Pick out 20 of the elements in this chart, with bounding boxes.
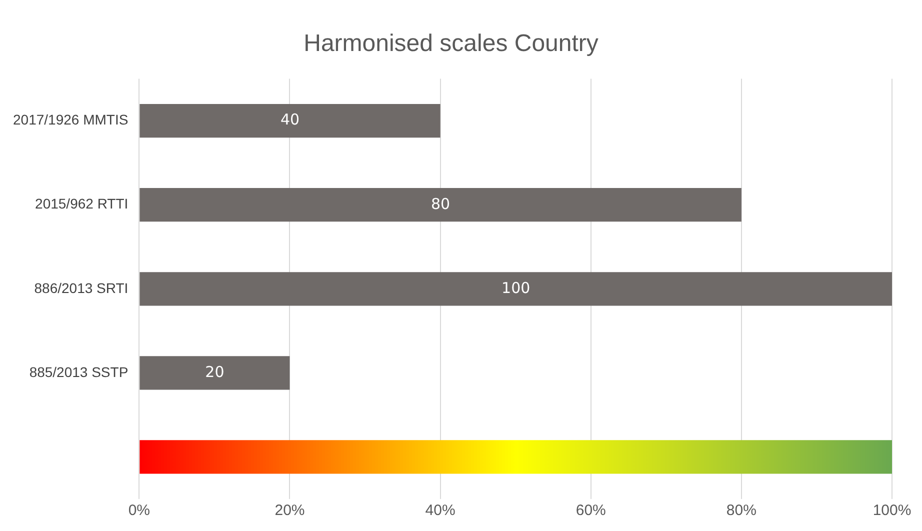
bar (140, 104, 440, 138)
x-tick-label: 100% (872, 502, 912, 520)
y-tick-label: 886/2013 SRTI (34, 280, 128, 296)
x-tick-label: 60% (576, 502, 606, 520)
x-tick-label: 40% (425, 502, 456, 520)
y-tick-label: 2015/962 RTTI (35, 196, 128, 212)
x-tick-label: 0% (128, 502, 150, 520)
bar (140, 440, 892, 474)
bar (140, 356, 290, 390)
x-tick-label: 80% (726, 502, 756, 520)
data-label: 20 (205, 362, 224, 381)
y-tick-label: 885/2013 SSTP (29, 364, 128, 380)
x-tick-label: 20% (274, 502, 305, 520)
y-tick-label: 2017/1926 MMTIS (13, 112, 128, 128)
bar (140, 188, 742, 222)
chart-title: Harmonised scales Country (304, 30, 598, 58)
bar (140, 272, 892, 306)
data-label: 80 (431, 194, 450, 213)
data-label: 40 (280, 110, 300, 129)
data-label: 100 (502, 278, 530, 297)
